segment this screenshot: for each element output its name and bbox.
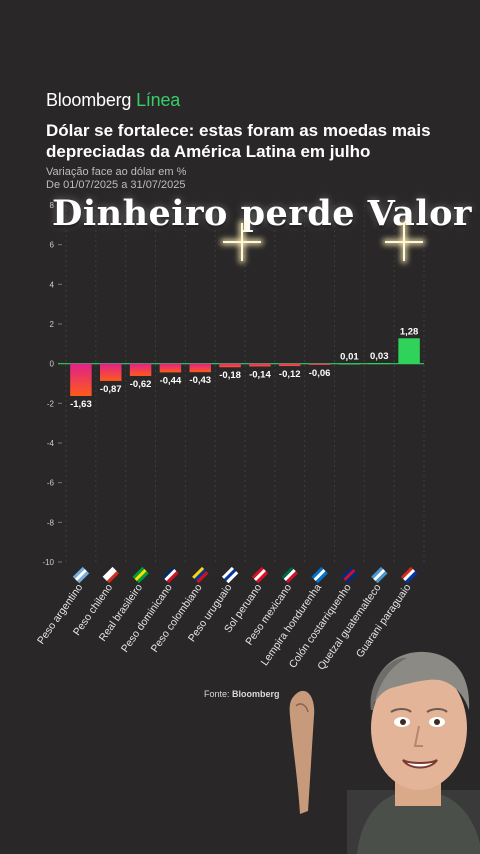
colombia-flag [192,566,209,584]
bar-chart: -10 -8 -6 -4 -2 0 2 4 6 8 -1,63 -0,87 -0,62 -0,44 -0,4… [35,201,425,672]
chile-flag [102,566,120,584]
brand-name: Bloomberg [46,90,132,110]
bar [308,363,331,365]
y-tick-label: -6 [47,479,55,488]
bar [189,363,211,373]
subtitle-line-1: Variação face ao dólar em % [46,166,187,178]
data-label: -1,63 [70,399,92,410]
overlay-caption: Dinheiro perde Valor [52,193,472,234]
peru-flag [251,566,269,584]
argentina-flag [72,566,90,584]
y-tick-label: 0 [50,360,55,369]
bar [338,363,361,365]
bar [159,363,182,373]
source-name: Bloomberg [232,689,280,699]
y-tick-label: -10 [42,558,54,567]
chart-headline: Dólar se fortalece: estas foram as moeda… [46,121,431,161]
guatemala-flag [371,566,388,584]
mexico-flag [281,566,299,584]
data-label: 0,03 [370,351,389,362]
data-label: 0,01 [340,351,359,362]
bar [70,363,92,396]
bar [100,363,122,381]
data-label: -0,43 [189,375,211,386]
sparkle-icon [384,222,424,262]
uruguay-flag [221,566,239,584]
brand-logo: Bloomberg Línea [46,90,180,111]
y-tick-label: 2 [50,320,55,329]
brand-suffix: Línea [136,90,181,110]
y-tick-label: -2 [47,399,55,408]
bar [129,363,152,376]
data-label: -0,44 [160,375,182,386]
sparkle-icon [222,222,262,262]
data-label: -0,18 [219,370,241,381]
data-label: -0,14 [249,369,271,380]
chart-subtitle: Variação face ao dólar em % De 01/07/202… [46,166,186,192]
data-label: -0,62 [130,379,152,390]
bar [279,363,301,367]
y-tick-label: -8 [47,518,55,527]
hand-image [289,690,315,814]
paraguay-flag [400,566,418,584]
source-label: Fonte: [204,689,230,699]
bar [219,363,241,368]
data-label: -0,12 [279,369,301,380]
source-note: Fonte: Bloomberg [204,689,280,699]
bar [368,363,390,365]
data-label: -0,06 [309,368,331,379]
y-tick-label: 8 [50,201,55,210]
y-tick-label: -4 [47,439,55,448]
bar [249,363,271,367]
data-label: 1,28 [400,326,419,337]
data-label: -0,87 [100,384,122,395]
dominican-republic-flag [162,566,179,584]
presenter-image [347,651,480,854]
costa-rica-flag [341,566,358,584]
y-tick-label: 4 [50,280,55,289]
brazil-flag [132,566,149,584]
y-tick-label: 6 [50,241,55,250]
bar [398,338,420,364]
honduras-flag [311,566,328,584]
subtitle-line-2: De 01/07/2025 a 31/07/2025 [46,179,186,191]
